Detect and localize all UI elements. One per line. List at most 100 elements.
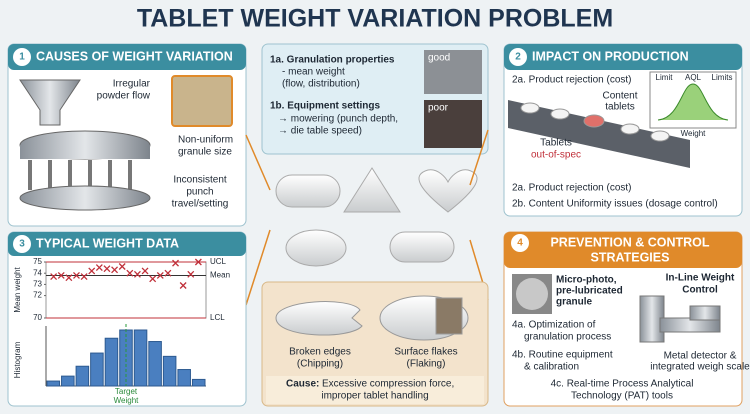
label: out-of-spec — [531, 150, 581, 161]
text: Technology (PAT) tools — [571, 391, 673, 402]
y-tick-label: 73 — [33, 280, 42, 289]
bar — [104, 337, 119, 387]
label: pre-lubricated — [556, 286, 623, 297]
heading: 1b. Equipment settings — [270, 101, 380, 112]
data-point — [80, 273, 88, 281]
reference-label: LCL — [210, 313, 225, 322]
broken-tablets — [275, 295, 469, 341]
text: (flow, distribution) — [282, 79, 360, 90]
data-point — [149, 275, 157, 283]
data-point — [141, 267, 149, 275]
y-tick-label: 72 — [33, 291, 42, 300]
reference-label: Mean — [210, 271, 230, 280]
distribution-curve — [657, 83, 729, 121]
reference-label: UCL — [210, 257, 227, 266]
text: → mowering (punch depth, — [278, 114, 398, 125]
data-point — [118, 263, 126, 270]
text: 4c. Real-time Process Analytical — [551, 379, 694, 390]
panel-header — [504, 232, 742, 268]
data-point — [156, 271, 164, 279]
panel-title: TYPICAL WEIGHT DATA — [36, 236, 179, 250]
text: 4a. Optimization of — [512, 320, 596, 331]
panel-title: CAUSES OF WEIGHT VARIATION — [36, 49, 233, 63]
bar — [191, 378, 206, 387]
panel-title: IMPACT ON PRODUCTION — [532, 49, 689, 63]
data-point — [50, 273, 58, 281]
label: Limits — [712, 73, 733, 82]
label: punch — [186, 187, 213, 198]
data-point — [126, 269, 134, 277]
label: Weight — [681, 129, 707, 138]
control-chart: 70 72 73 74 75 UCL Mean LCL — [33, 257, 230, 322]
text: 2a. Product rejection (cost) — [512, 183, 632, 194]
y-axis-label: Histogram — [13, 341, 22, 378]
label: Tablets — [540, 138, 572, 149]
badge-number: 4 — [517, 238, 523, 249]
bar — [148, 341, 162, 387]
granule — [516, 278, 548, 310]
text: - mean weight — [282, 67, 345, 78]
data-point — [172, 259, 179, 267]
photo-label: good — [428, 53, 450, 64]
panel-title: STRATEGIES — [591, 250, 670, 264]
y-tick-label: 70 — [33, 313, 42, 322]
badge — [13, 48, 31, 66]
label: In-Line Weight — [666, 273, 735, 284]
label: granule — [556, 297, 593, 308]
tablets — [275, 167, 478, 267]
label: AQL — [685, 73, 702, 82]
panel-header — [504, 44, 742, 70]
label: (Flaking) — [407, 359, 446, 370]
y-tick-label: 74 — [33, 268, 42, 277]
text: Excessive compression force, — [322, 379, 454, 390]
data-point — [133, 270, 141, 278]
data-point — [179, 282, 187, 289]
label: (Chipping) — [297, 359, 343, 370]
target-label: Target — [115, 387, 138, 396]
cause-box — [266, 376, 484, 404]
label: powder flow — [97, 91, 151, 102]
data-point — [111, 266, 119, 274]
data-point — [103, 265, 111, 273]
data-point — [194, 258, 202, 266]
heading: 1a. Granulation properties — [270, 55, 395, 66]
cause-label: Cause: — [286, 379, 319, 390]
title: TABLET WEIGHT VARIATION PROBLEM — [137, 5, 613, 33]
text: granulation process — [524, 332, 611, 343]
data-point — [65, 274, 73, 282]
arrows — [245, 129, 489, 306]
belt-tablets — [520, 102, 670, 142]
data-point — [88, 267, 96, 275]
bar — [119, 329, 133, 387]
label: tablets — [605, 102, 634, 113]
text: 2a. Product rejection (cost) — [512, 75, 632, 86]
photo-label: poor — [428, 103, 449, 114]
target-label: Weight — [114, 396, 140, 405]
bar — [61, 375, 75, 387]
label: Limit — [656, 73, 674, 82]
label: Non-uniform — [178, 135, 233, 146]
text: improper tablet handling — [321, 391, 428, 402]
label: Surface flakes — [394, 347, 457, 358]
weigh-machine — [639, 295, 721, 343]
label: integrated weigh scale — [650, 362, 750, 373]
bar — [46, 380, 61, 387]
micro-photo — [424, 50, 482, 94]
bar — [162, 355, 177, 387]
y-axis-label: Mean weight — [13, 267, 22, 313]
data-point — [95, 264, 103, 272]
text: & calibration — [524, 362, 579, 373]
panel-title: PREVENTION & CONTROL — [550, 235, 709, 249]
data-point — [164, 269, 172, 277]
label: Metal detector & — [664, 351, 737, 362]
badge — [511, 234, 529, 252]
text: → die table speed) — [278, 126, 362, 137]
badge-number: 3 — [19, 239, 25, 250]
panel-header — [8, 232, 246, 256]
bar — [133, 329, 148, 387]
label: granule size — [178, 147, 232, 158]
badge-number: 2 — [515, 52, 521, 63]
